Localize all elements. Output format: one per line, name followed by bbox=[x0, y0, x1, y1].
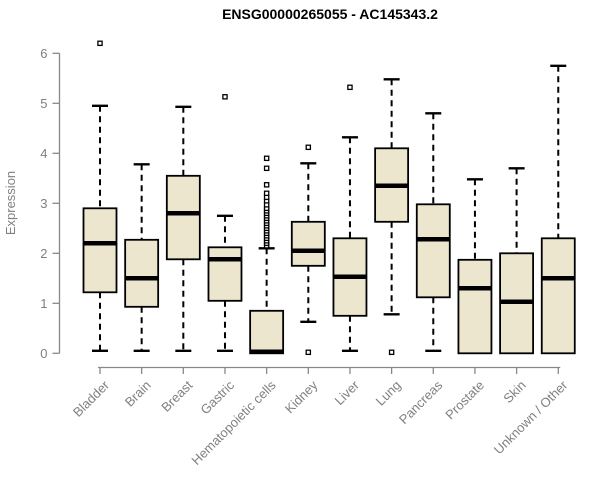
box-group-hematopoietic-cells bbox=[249, 155, 285, 355]
outlier-point bbox=[222, 94, 228, 100]
y-axis: 0 1 2 3 4 5 6 bbox=[40, 46, 61, 361]
box-group-unknown-other bbox=[540, 64, 576, 355]
y-axis-label: Expression bbox=[3, 171, 18, 235]
box-group-gastric bbox=[207, 94, 243, 352]
x-tick-label-brain: Brain bbox=[122, 378, 154, 410]
box-rect bbox=[290, 220, 326, 267]
box-group-bladder bbox=[82, 40, 118, 352]
outlier-point bbox=[347, 84, 353, 91]
x-tick-label-kidney: Kidney bbox=[282, 377, 321, 416]
box-group-prostate bbox=[457, 178, 493, 355]
chart-title: ENSG00000265055 - AC145343.2 bbox=[222, 6, 438, 22]
box-rect bbox=[124, 238, 160, 308]
outlier-point bbox=[305, 349, 312, 356]
outlier-point bbox=[305, 144, 312, 151]
box-rect bbox=[249, 309, 285, 355]
x-tick-label-skin: Skin bbox=[500, 378, 528, 406]
y-tick-label: 2 bbox=[40, 246, 47, 261]
y-tick-label: 1 bbox=[40, 296, 47, 311]
box-rect bbox=[415, 203, 451, 299]
outlier-point bbox=[263, 182, 270, 188]
outlier-point bbox=[388, 349, 395, 356]
x-tick-label-liver: Liver bbox=[332, 377, 363, 408]
outlier-point bbox=[263, 190, 270, 197]
box-group-lung bbox=[374, 78, 410, 356]
x-tick-label-pancreas: Pancreas bbox=[396, 377, 446, 427]
outlier-point bbox=[263, 155, 270, 162]
box-group-brain bbox=[124, 163, 160, 352]
y-tick-label: 3 bbox=[40, 196, 47, 211]
outlier-point bbox=[263, 165, 270, 172]
y-tick-label: 0 bbox=[40, 346, 47, 361]
box-group-pancreas bbox=[415, 112, 451, 352]
outlier-point bbox=[97, 40, 103, 47]
box-rect bbox=[540, 237, 576, 355]
box-group-kidney bbox=[290, 144, 326, 356]
y-tick-label: 5 bbox=[40, 96, 47, 111]
box-group-breast bbox=[165, 105, 201, 352]
box-rect bbox=[82, 207, 118, 294]
boxes bbox=[82, 40, 576, 356]
box-rect bbox=[207, 246, 243, 302]
box-rect bbox=[165, 174, 201, 261]
x-tick-label-prostate: Prostate bbox=[442, 378, 487, 423]
box-rect bbox=[457, 258, 493, 355]
y-tick-label: 6 bbox=[40, 46, 47, 61]
box-group-liver bbox=[332, 84, 368, 352]
box-group-skin bbox=[499, 167, 535, 355]
y-tick-label: 4 bbox=[40, 146, 47, 161]
x-tick-label-lung: Lung bbox=[373, 378, 404, 409]
x-tick-label-gastric: Gastric bbox=[197, 377, 237, 417]
x-tick-label-breast: Breast bbox=[158, 377, 195, 414]
x-tick-label-bladder: Bladder bbox=[70, 377, 113, 420]
x-tick-label-unknown-other: Unknown / Other bbox=[491, 377, 571, 457]
